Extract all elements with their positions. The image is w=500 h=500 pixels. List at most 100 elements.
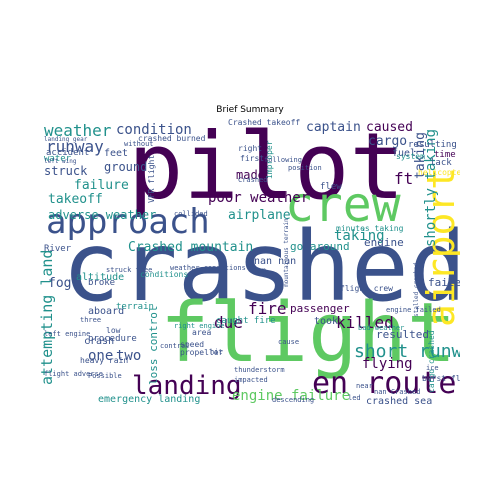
word-condition: condition [116,122,192,138]
word-hit: hit [210,348,223,356]
word-cargo: cargo [368,134,408,149]
word-pilot: pilot [128,117,405,220]
word-system: system [396,152,425,161]
word-adverse-weather: adverse weather [48,208,157,222]
word-led: led [348,394,361,402]
word-following: following [264,156,302,164]
word-nan: nan [252,266,267,275]
word-crashed-mountain: Crashed mountain [128,240,254,255]
word-one: one [88,348,114,364]
word-landing-gear: landing gear [44,136,88,143]
word-helicopter: helicopter [418,168,460,177]
word-killed: killed [336,313,394,332]
word-propeller: propeller [180,348,224,357]
word-lack: lack [430,158,452,168]
word-two: two [116,348,142,364]
word-crew: crew [285,177,401,233]
word-left-engine: left engine [44,330,91,338]
word-fire: fire [248,299,287,318]
word-resulting: resulting [408,140,457,150]
word-minutes-taking: minutes taking [336,224,404,233]
word-approach: approach [46,202,210,242]
word-flight-crew: flight crew [340,284,393,293]
word-failed: failed [428,276,460,289]
word-fuel: fuel [392,148,417,159]
word-emergency-landing: emergency landing [98,394,201,405]
word-vfr-flight: VFR flight [147,154,156,203]
word-terrain: terrain [116,302,154,312]
word-engine-failed: engine failed [386,306,441,314]
word-captain: captain [306,120,361,135]
word-descending: descending [272,396,315,404]
word-procedure: procedure [88,334,137,344]
word-burst-flame: burst flame [422,374,460,383]
word-area: area [192,328,212,337]
word-flight-adverse: flight adverse [44,370,104,378]
word-ice: ice [426,364,439,372]
word-broke: broke [88,278,116,288]
word-crashed-burned: crashed burned [138,134,206,143]
figure-title: Brief Summary [216,105,284,115]
word-right-engine: right engine [174,322,225,330]
word-weather-conditions: weather conditions [170,264,246,272]
word-crashed-sea: crashed sea [366,396,433,407]
word-loss-control: loss control [147,305,160,385]
word-right: right [238,144,263,153]
word-go-around: go around [290,240,350,253]
word-cause: cause [278,338,300,346]
word-caught-fire: caught fire [216,316,276,326]
word-speed: speed [180,340,205,349]
word-collided: collided [174,210,208,218]
word-short-runway: short runway [354,341,460,362]
word-flying: flying [362,356,413,372]
word-time: time [434,150,456,160]
word-bad-weather: bad weather [358,324,405,332]
word-caused: caused [366,120,413,135]
word-low: low [106,326,121,335]
word-ground: ground [104,160,148,174]
word-heavy-rain: heavy rain [80,356,129,365]
word-failure: failure [74,178,129,193]
word-water: water [44,154,72,164]
word-first: first [240,154,265,163]
word-due: due [214,313,243,332]
word-conditions: conditions [140,270,189,279]
word-engine-failure: engine failure [232,388,351,404]
word-feet: feet [104,148,129,159]
word-poor-weather: poor weather [208,190,310,206]
word-fog: fog [48,276,72,291]
word-engine: engine [364,236,404,249]
word-mountainous-terrain: mountainous terrain [283,218,290,287]
word-made: made [236,168,265,182]
word-crash: crash [84,336,115,347]
word-passenger: passenger [290,302,350,315]
word-three: three [80,316,102,324]
word-landing: landing [132,371,242,401]
word-cloud: crashed pilot flight approach crew airpo… [40,117,460,407]
word-takeoff: takeoff [48,192,103,207]
word-flight: flight [160,286,457,381]
word-impacted: impacted [234,376,268,384]
word-accident: accident [46,148,90,158]
word-control: control [160,342,190,350]
word-near: near [356,382,373,390]
word-crashed: crashed [62,211,460,323]
word-taking: taking [334,228,385,244]
word-en-route: en route [312,366,457,401]
word-stalled-crashed: stalled crashed [413,262,420,317]
word-altitude: altitude [76,272,125,283]
word-without: without [124,140,154,148]
word-position: position [288,164,322,172]
word-left-wing: left wing [44,158,77,165]
word-ft: ft [394,169,414,188]
word-airplane: airplane [228,208,291,223]
word-weather: weather [44,121,112,140]
word-crashed-small: Crashed [238,176,268,184]
word-cargo-crashed: cargo crashed [427,330,436,393]
word-runway: runway [46,137,104,156]
word-aboard: aboard [88,306,125,317]
word-nan-nan: nan nan [254,256,297,267]
word-possible: Possible [88,372,122,380]
word-river: River [44,244,72,254]
